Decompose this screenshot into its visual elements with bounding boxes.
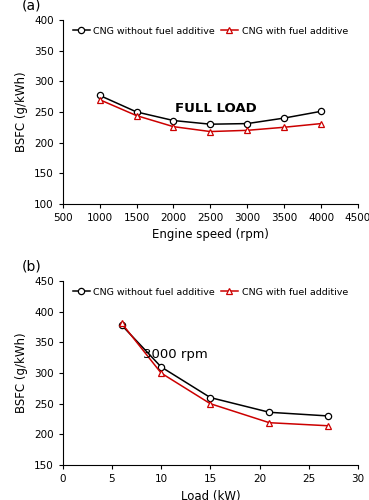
Y-axis label: BSFC (g/kWh): BSFC (g/kWh) [15, 72, 28, 152]
CNG with fuel additive [282, 124, 286, 130]
CNG without fuel additive [97, 92, 102, 98]
CNG without fuel additive [159, 364, 163, 370]
CNG without fuel additive [319, 108, 323, 114]
CNG without fuel additive [245, 120, 249, 126]
CNG with fuel additive [171, 124, 176, 130]
CNG without fuel additive [326, 413, 331, 419]
CNG with fuel additive [134, 112, 139, 118]
CNG without fuel additive [171, 118, 176, 124]
Line: CNG with fuel additive: CNG with fuel additive [97, 96, 324, 134]
CNG without fuel additive [208, 394, 213, 400]
Line: CNG without fuel additive: CNG without fuel additive [119, 322, 331, 419]
Legend: CNG without fuel additive, CNG with fuel additive: CNG without fuel additive, CNG with fuel… [71, 24, 350, 38]
CNG without fuel additive [134, 109, 139, 115]
Text: 3000 rpm: 3000 rpm [142, 348, 207, 361]
X-axis label: Load (kW): Load (kW) [180, 490, 240, 500]
CNG without fuel additive [267, 410, 272, 416]
CNG without fuel additive [120, 322, 124, 328]
CNG with fuel additive [208, 400, 213, 406]
CNG with fuel additive [326, 423, 331, 429]
CNG with fuel additive [159, 370, 163, 376]
Text: (b): (b) [21, 260, 41, 274]
Text: FULL LOAD: FULL LOAD [175, 102, 257, 115]
X-axis label: Engine speed (rpm): Engine speed (rpm) [152, 228, 269, 241]
CNG with fuel additive [267, 420, 272, 426]
Line: CNG with fuel additive: CNG with fuel additive [119, 320, 331, 429]
Legend: CNG without fuel additive, CNG with fuel additive: CNG without fuel additive, CNG with fuel… [71, 286, 350, 298]
CNG without fuel additive [208, 121, 213, 127]
CNG with fuel additive [120, 320, 124, 326]
Text: (a): (a) [21, 0, 41, 12]
CNG without fuel additive [282, 115, 286, 121]
CNG with fuel additive [245, 128, 249, 134]
CNG with fuel additive [319, 120, 323, 126]
Y-axis label: BSFC (g/kWh): BSFC (g/kWh) [15, 332, 28, 413]
Line: CNG without fuel additive: CNG without fuel additive [97, 92, 324, 128]
CNG with fuel additive [97, 96, 102, 102]
CNG with fuel additive [208, 128, 213, 134]
